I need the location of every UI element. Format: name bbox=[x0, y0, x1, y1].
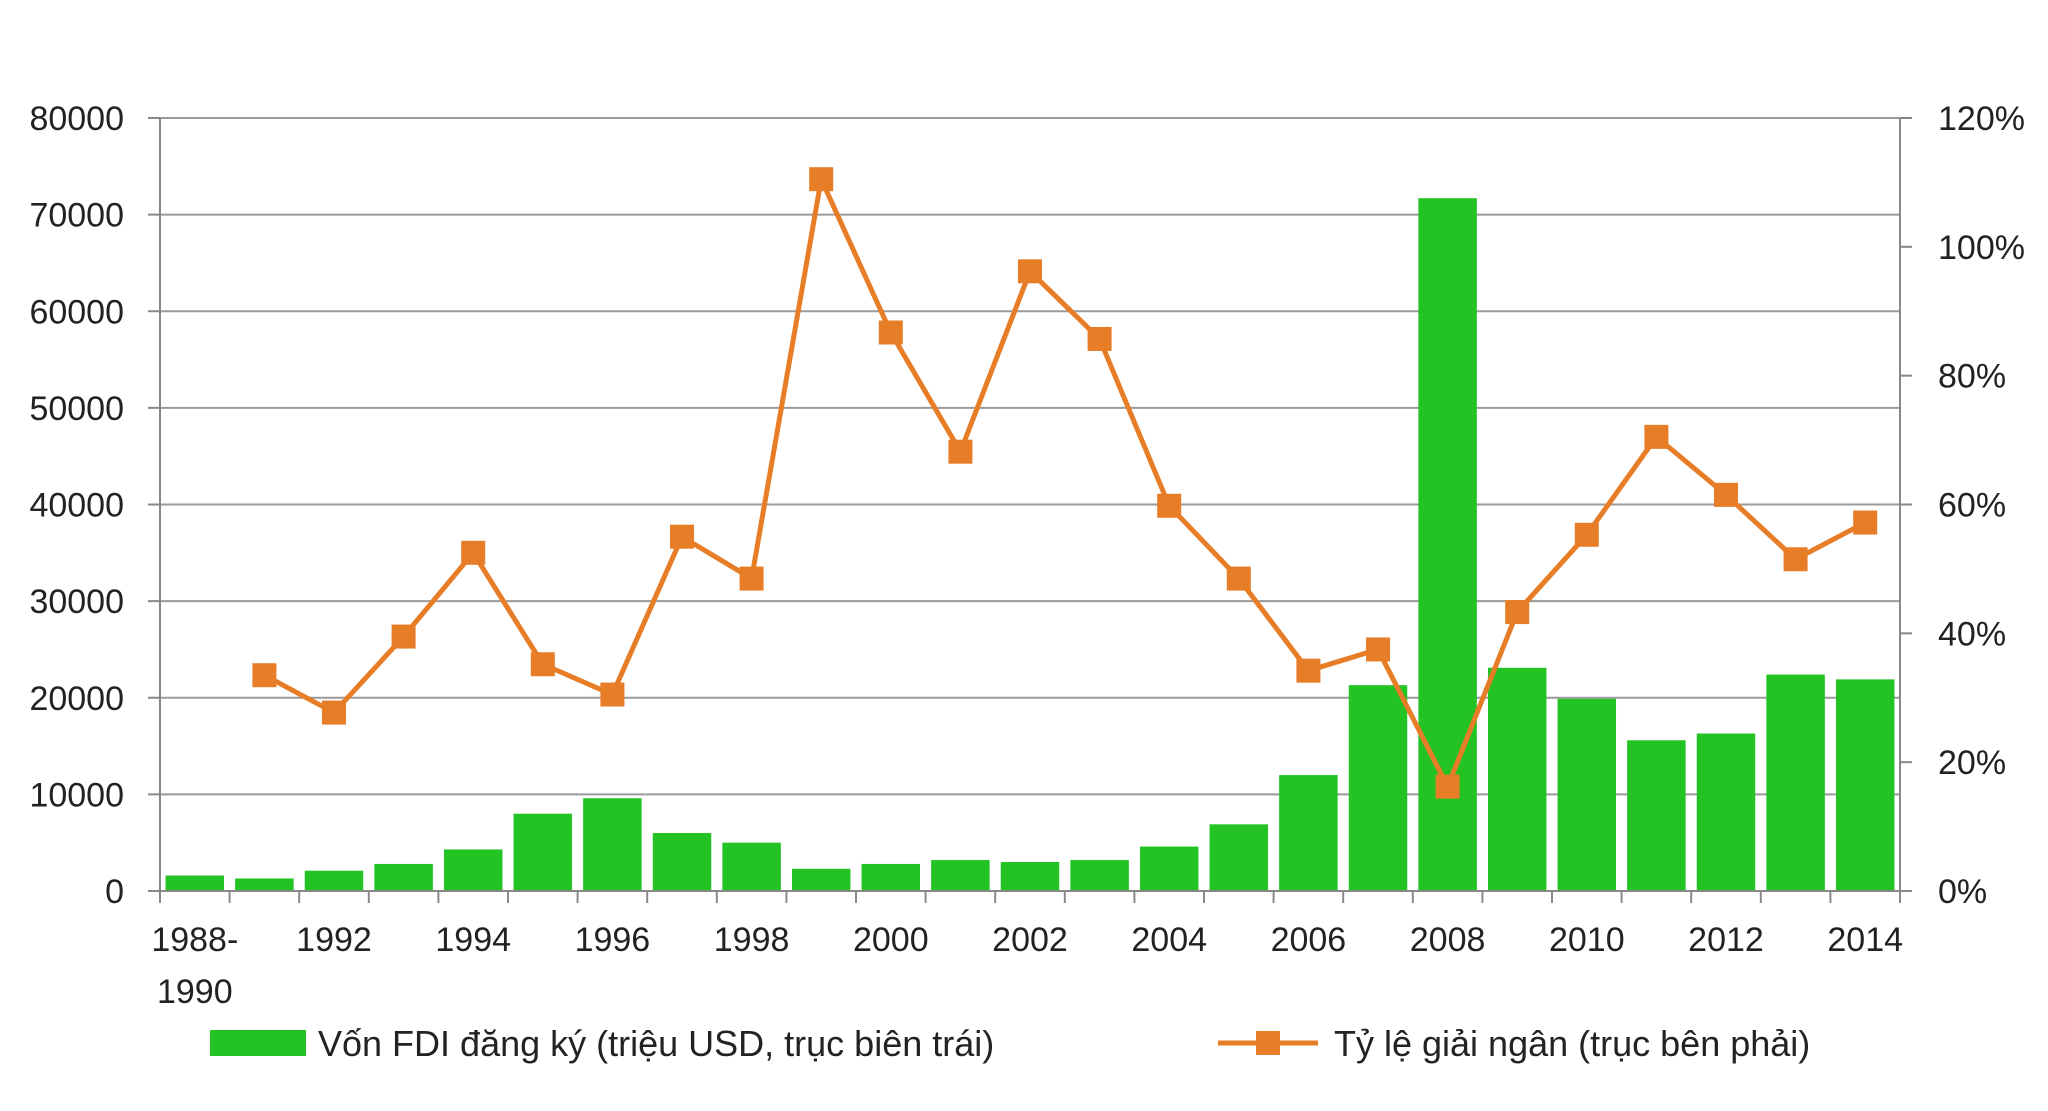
bar bbox=[1348, 685, 1408, 891]
y-right-tick-label: 0% bbox=[1938, 873, 1987, 911]
y-left-tick-label: 80000 bbox=[29, 100, 124, 138]
bar bbox=[1766, 674, 1825, 891]
bar bbox=[931, 860, 990, 891]
y-right-tick-label: 100% bbox=[1938, 229, 2025, 267]
bar bbox=[304, 870, 364, 891]
bar bbox=[861, 863, 921, 891]
x-tick-label: 1996 bbox=[575, 921, 651, 959]
line-point bbox=[1574, 522, 1599, 547]
line-point bbox=[670, 524, 694, 549]
series-line bbox=[263, 176, 1867, 790]
line-point bbox=[1157, 493, 1182, 518]
bar bbox=[1487, 667, 1547, 891]
line-point bbox=[1018, 259, 1042, 284]
bar bbox=[1627, 740, 1686, 891]
x-tick-label: 2000 bbox=[853, 921, 929, 959]
bar bbox=[583, 798, 642, 891]
x-tick-label: 1998 bbox=[714, 921, 790, 959]
legend: Vốn FDI đăng ký (triệu USD, trục biên tr… bbox=[210, 1023, 1810, 1064]
y-axis-right-labels: 0% 20% 40% 60% 80% 100% 120% bbox=[1938, 100, 2025, 911]
x-tick-label: 2006 bbox=[1271, 921, 1347, 959]
y-left-tick-label: 20000 bbox=[29, 680, 124, 718]
bar bbox=[791, 868, 851, 891]
y-right-tick-label: 80% bbox=[1938, 358, 2006, 396]
bar bbox=[1070, 860, 1129, 891]
line-point bbox=[1783, 547, 1808, 572]
y-right-tick-label: 60% bbox=[1938, 487, 2006, 525]
line-point bbox=[1853, 510, 1878, 535]
y-left-tick-label: 70000 bbox=[29, 197, 124, 235]
bar bbox=[235, 878, 294, 891]
axes bbox=[148, 117, 1912, 903]
bar bbox=[1139, 846, 1199, 891]
bar bbox=[1279, 775, 1338, 891]
line-point bbox=[530, 652, 555, 677]
bar bbox=[1209, 824, 1269, 891]
bar bbox=[443, 849, 503, 891]
y-right-tick-label: 40% bbox=[1938, 615, 2006, 653]
line-point bbox=[252, 663, 277, 688]
bar bbox=[374, 863, 433, 891]
line-point bbox=[1296, 658, 1321, 683]
bar bbox=[1557, 698, 1617, 891]
bar bbox=[1835, 679, 1895, 891]
line-point bbox=[461, 540, 486, 565]
line-point bbox=[391, 624, 416, 649]
x-tick-label: 1994 bbox=[435, 921, 511, 959]
line-point bbox=[1505, 600, 1530, 625]
x-tick-label: 1988-1990 bbox=[151, 921, 238, 1011]
gridlines bbox=[160, 117, 1900, 892]
x-tick-label: 2010 bbox=[1549, 921, 1625, 959]
y-right-tick-label: 20% bbox=[1938, 744, 2006, 782]
line-point bbox=[1435, 774, 1460, 799]
y-right-tick-label: 120% bbox=[1938, 100, 2025, 138]
y-left-tick-label: 60000 bbox=[29, 293, 124, 331]
bar bbox=[1000, 862, 1060, 891]
line-point bbox=[948, 439, 973, 464]
line-point bbox=[809, 167, 834, 192]
line-series bbox=[252, 167, 1878, 799]
y-left-tick-label: 50000 bbox=[29, 390, 124, 428]
line-point bbox=[739, 566, 764, 591]
line-point bbox=[1644, 424, 1669, 449]
line-point bbox=[1714, 482, 1738, 507]
line-point bbox=[878, 320, 903, 345]
line-point bbox=[322, 700, 346, 725]
bar bbox=[652, 833, 712, 891]
y-left-tick-label: 10000 bbox=[29, 776, 124, 814]
legend-line-label: Tỷ lệ giải ngân (trục bên phải) bbox=[1334, 1023, 1810, 1064]
bar bbox=[722, 842, 781, 891]
bar bbox=[165, 875, 225, 891]
line-point bbox=[600, 682, 625, 707]
x-tick-label: 2002 bbox=[992, 921, 1068, 959]
bar-series bbox=[165, 198, 1895, 892]
x-axis-labels: 1988-1990 1992 1994 1996 1998 2000 2002 2004 200… bbox=[151, 921, 1903, 1011]
y-left-tick-label: 0 bbox=[105, 873, 124, 911]
x-tick-label: 2014 bbox=[1827, 921, 1903, 959]
bar bbox=[1696, 733, 1756, 891]
line-point bbox=[1226, 566, 1251, 591]
line-point bbox=[1366, 637, 1390, 662]
legend-bar-swatch bbox=[210, 1030, 306, 1056]
x-tick-label: 2004 bbox=[1131, 921, 1207, 959]
x-tick-label: 2012 bbox=[1688, 921, 1764, 959]
x-tick-label: 1992 bbox=[296, 921, 372, 959]
x-tick-label: 2008 bbox=[1410, 921, 1486, 959]
line-point bbox=[1087, 326, 1112, 351]
legend-bar-label: Vốn FDI đăng ký (triệu USD, trục biên tr… bbox=[318, 1023, 994, 1064]
y-left-tick-label: 30000 bbox=[29, 583, 124, 621]
bar bbox=[513, 813, 573, 891]
y-left-tick-label: 40000 bbox=[29, 487, 124, 525]
y-axis-left-labels: 0 10000 20000 30000 40000 50000 60000 70000 8000… bbox=[29, 100, 124, 911]
legend-line-marker bbox=[1256, 1031, 1280, 1055]
